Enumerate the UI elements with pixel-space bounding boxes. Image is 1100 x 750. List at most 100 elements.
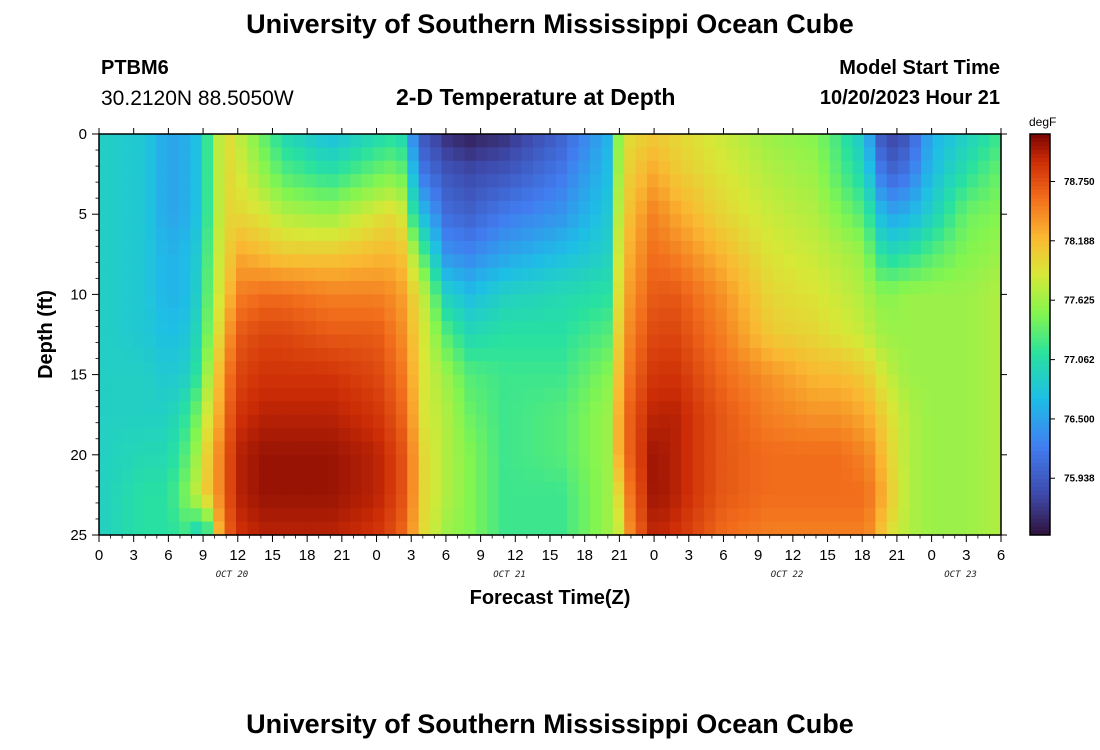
heatmap-cell	[589, 160, 602, 175]
heatmap-cell	[110, 401, 123, 416]
heatmap-cell	[886, 134, 899, 148]
heatmap-cell	[99, 401, 112, 416]
heatmap-cell	[578, 200, 591, 215]
heatmap-cell	[258, 414, 271, 429]
heatmap-cell	[293, 281, 306, 295]
heatmap-cell	[498, 200, 511, 215]
heatmap-cell	[863, 174, 877, 189]
x-tick-label: 21	[611, 547, 628, 564]
heatmap-cell	[247, 347, 260, 362]
heatmap-cell	[441, 240, 454, 255]
heatmap-cell	[452, 347, 465, 362]
heatmap-cell	[772, 508, 785, 523]
heatmap-cell	[795, 494, 808, 509]
heatmap-cell	[121, 200, 134, 215]
heatmap-cell	[350, 227, 363, 242]
heatmap-cell	[704, 454, 717, 469]
heatmap-cell	[989, 160, 1002, 175]
heatmap-cell	[270, 441, 283, 456]
heatmap-cell	[201, 134, 214, 148]
heatmap-cell	[612, 200, 625, 215]
x-tick-label: 21	[889, 547, 906, 564]
heatmap-cell	[521, 321, 534, 336]
heatmap-cell	[669, 187, 682, 202]
colorbar-segment	[1030, 174, 1050, 179]
heatmap-cell	[133, 441, 146, 456]
heatmap-cell	[121, 281, 134, 295]
heatmap-cell	[567, 147, 580, 162]
heatmap-cell	[886, 174, 899, 189]
x-tick-label: 6	[442, 547, 450, 564]
heatmap-cell	[315, 481, 328, 496]
heatmap-cell	[647, 521, 660, 536]
heatmap-cell	[190, 508, 203, 523]
heatmap-cell	[943, 481, 956, 496]
heatmap-cell	[190, 334, 203, 349]
heatmap-cell	[167, 481, 180, 496]
heatmap-cell	[601, 494, 614, 509]
heatmap-cell	[818, 307, 831, 322]
heatmap-cell	[350, 200, 363, 215]
colorbar-segment	[1030, 390, 1050, 396]
heatmap-cell	[156, 521, 169, 536]
heatmap-cell	[784, 160, 797, 175]
heatmap-cell	[178, 240, 191, 255]
heatmap-cell	[99, 187, 112, 202]
heatmap-cell	[601, 481, 614, 496]
heatmap-cell	[281, 374, 294, 389]
heatmap-cell	[726, 347, 739, 362]
heatmap-cell	[715, 267, 728, 282]
heatmap-cell	[532, 361, 545, 376]
heatmap-cell	[121, 468, 134, 483]
heatmap-cell	[418, 214, 431, 229]
heatmap-cell	[384, 361, 397, 376]
heatmap-cell	[669, 254, 682, 269]
heatmap-cell	[715, 174, 728, 189]
heatmap-cell	[943, 254, 956, 269]
heatmap-cell	[955, 361, 968, 376]
heatmap-cell	[909, 147, 922, 162]
heatmap-cell	[932, 441, 945, 456]
heatmap-cell	[201, 441, 214, 456]
heatmap-cell	[498, 321, 511, 336]
colorbar-segment	[1030, 318, 1050, 323]
heatmap-cell	[692, 187, 705, 202]
heatmap-cell	[863, 134, 877, 148]
heatmap-cell	[692, 267, 705, 282]
colorbar-segment	[1030, 518, 1050, 524]
heatmap-cell	[373, 494, 386, 509]
heatmap-cell	[932, 481, 945, 496]
heatmap-cell	[909, 441, 922, 456]
heatmap-cell	[327, 454, 340, 469]
heatmap-cell	[955, 147, 968, 162]
colorbar-segment	[1030, 338, 1050, 344]
heatmap-cell	[715, 374, 728, 389]
heatmap-cell	[589, 321, 602, 336]
heatmap-cell	[110, 508, 123, 523]
heatmap-cell	[784, 240, 797, 255]
y-tick-label: 10	[70, 286, 87, 303]
heatmap-cell	[99, 321, 112, 336]
heatmap-cell	[555, 254, 568, 269]
heatmap-cell	[144, 347, 157, 362]
heatmap-cell	[795, 160, 808, 175]
heatmap-cell	[395, 254, 408, 269]
heatmap-cell	[749, 508, 762, 523]
heatmap-cell	[966, 521, 979, 536]
heatmap-cell	[441, 174, 454, 189]
heatmap-cell	[692, 281, 705, 295]
heatmap-cell	[304, 281, 317, 295]
heatmap-cell	[863, 267, 877, 282]
heatmap-cell	[898, 521, 911, 536]
heatmap-cell	[99, 481, 112, 496]
heatmap-cell	[589, 428, 602, 443]
heatmap-cell	[304, 267, 317, 282]
heatmap-cell	[978, 361, 991, 376]
heatmap-cell	[943, 428, 956, 443]
heatmap-cell	[338, 374, 351, 389]
heatmap-cell	[681, 521, 694, 536]
heatmap-cell	[418, 240, 431, 255]
heatmap-cell	[521, 227, 534, 242]
heatmap-cell	[475, 254, 488, 269]
heatmap-cell	[350, 334, 363, 349]
